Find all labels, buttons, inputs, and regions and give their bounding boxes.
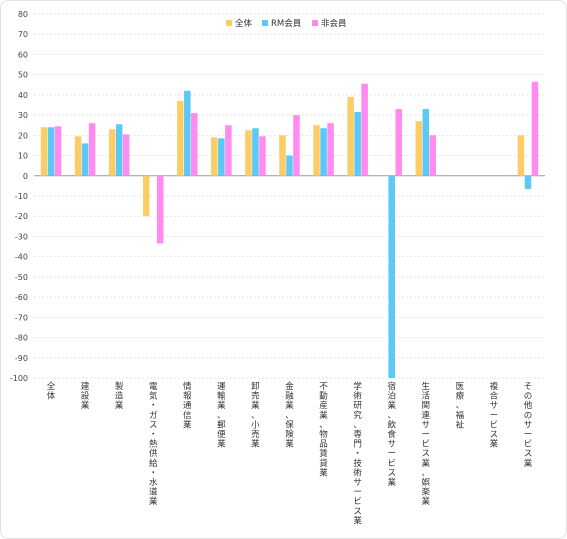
- category-label: 金融業、保険業: [285, 381, 294, 450]
- y-tick-label: 40: [18, 91, 28, 100]
- bar-all: [108, 129, 116, 176]
- bar-non-member: [88, 123, 96, 176]
- bar-all: [347, 96, 354, 176]
- legend: 全体 RM会員 非会員: [226, 18, 347, 29]
- bar-rm-member: [184, 90, 191, 176]
- bar-all: [313, 125, 320, 176]
- bar-non-member: [191, 113, 198, 176]
- bar-non-member: [429, 135, 437, 176]
- y-tick-label: -50: [15, 273, 28, 282]
- bar-all: [415, 121, 423, 176]
- bar-rm-member: [286, 155, 293, 176]
- bar-non-member: [293, 115, 300, 176]
- y-tick-label: -90: [15, 354, 28, 363]
- category-label: 宿泊業、飲食サービス業: [387, 381, 396, 488]
- legend-swatch: [312, 20, 318, 26]
- bars: [40, 81, 539, 378]
- bar-all: [211, 137, 218, 176]
- legend-label: 非会員: [321, 18, 347, 29]
- y-tick-label: -10: [15, 192, 28, 201]
- y-axis-ticks: 80 70 60 50 40 30 20 10 0 -10 -20 -30 -40 -50 -60 -70 -8…: [10, 10, 28, 383]
- bar-non-member: [54, 126, 62, 176]
- bar-non-member: [327, 123, 334, 176]
- y-tick-label: 0: [23, 172, 28, 181]
- bar-rm-member: [252, 128, 259, 176]
- bar-non-member: [122, 134, 130, 176]
- bar-rm-member: [388, 175, 395, 378]
- bar-rm-member: [354, 112, 361, 176]
- y-tick-label: 60: [18, 50, 28, 59]
- bar-non-member: [531, 81, 539, 176]
- y-tick-label: 50: [18, 71, 28, 80]
- bar-all: [517, 135, 525, 176]
- category-label: その他のサービス業: [524, 382, 533, 469]
- bar-non-member: [259, 136, 266, 176]
- category-label: 建設業: [81, 381, 90, 411]
- gridlines: [34, 13, 545, 379]
- bar-all: [40, 127, 48, 176]
- y-tick-label: 20: [18, 131, 28, 140]
- y-tick-label: -100: [10, 374, 28, 383]
- bar-non-member: [225, 125, 232, 176]
- bar-rm-member: [524, 175, 532, 189]
- y-tick-label: 30: [18, 111, 28, 120]
- bar-all: [142, 175, 150, 217]
- category-label: 製造業: [115, 381, 124, 411]
- y-tick-label: 80: [18, 10, 28, 19]
- legend-label: 全体: [235, 18, 253, 29]
- category-label: 卸売業、小売業: [251, 381, 260, 450]
- bar-rm-member: [422, 109, 430, 176]
- bar-all: [74, 136, 82, 176]
- bar-non-member: [361, 83, 368, 176]
- category-label: 全体: [47, 381, 56, 402]
- bar-non-member: [395, 109, 402, 176]
- category-label: 生活関連サービス業、娯楽業: [422, 381, 431, 507]
- bar-rm-member: [81, 143, 89, 176]
- bar-rm-member: [218, 138, 225, 176]
- bar-rm-member: [115, 124, 123, 176]
- category-label: 不動産業、物品賃貸業: [319, 382, 328, 478]
- bar-all: [279, 135, 286, 176]
- y-tick-label: 10: [18, 152, 28, 161]
- category-label: 運輸業、郵便業: [217, 382, 226, 450]
- y-tick-label: -70: [15, 313, 28, 322]
- bar-rm-member: [320, 128, 327, 176]
- y-tick-label: 70: [18, 30, 28, 39]
- category-label: 情報通信業: [183, 381, 192, 430]
- y-tick-label: -20: [15, 212, 28, 221]
- category-label: 学術研究、専門・技術サービス業: [353, 381, 362, 526]
- y-tick-label: -40: [15, 253, 28, 262]
- legend-swatch: [262, 20, 268, 26]
- bar-rm-member: [47, 127, 55, 176]
- bar-non-member: [156, 175, 164, 244]
- y-tick-label: -80: [15, 334, 28, 343]
- category-label: 電気・ガス・熱供給・水道業: [149, 382, 158, 507]
- bar-all: [177, 100, 184, 176]
- bar-all: [245, 130, 252, 176]
- y-tick-label: -60: [15, 293, 28, 302]
- y-tick-label: -30: [15, 232, 28, 241]
- category-label: 医療、福祉: [456, 382, 465, 430]
- category-label: 複合サービス業: [490, 381, 499, 450]
- legend-label: RM会員: [271, 18, 302, 29]
- x-axis-categories: 全体 建設業 製造業 電気・ガス・熱供給・水道業 情報通信業 運輸業、郵便業 卸売業、小売業…: [47, 381, 533, 526]
- legend-swatch: [226, 20, 232, 26]
